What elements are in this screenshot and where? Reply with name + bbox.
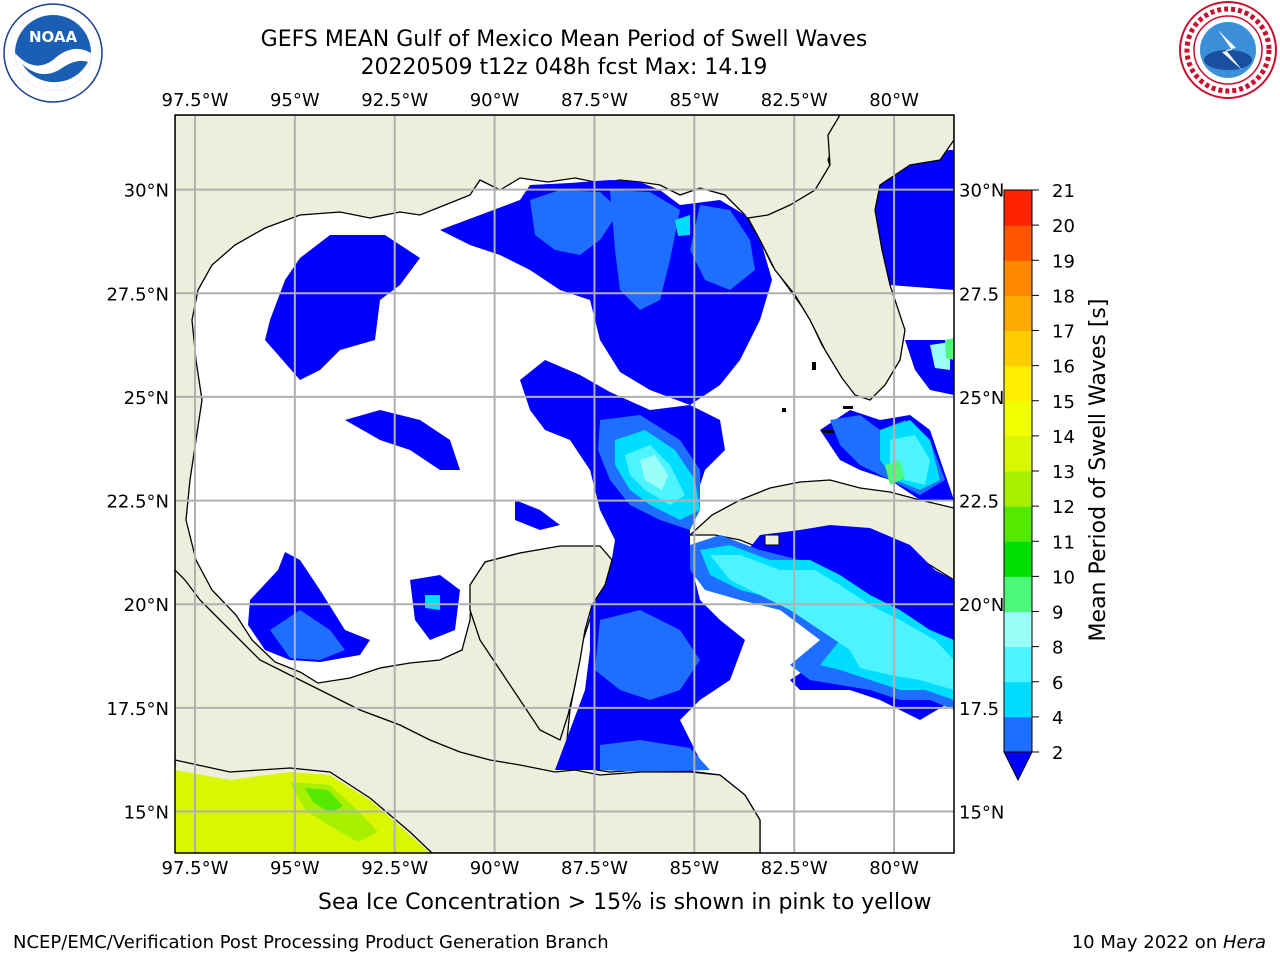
coordinate-label: 80°W (869, 90, 919, 111)
colorbar-tick-label: 14 (1052, 427, 1075, 448)
map-gridlines (175, 115, 954, 853)
coordinate-label: 25°N (124, 388, 169, 409)
coordinate-label: 95°W (270, 858, 320, 879)
coordinate-label: 87.5°W (561, 90, 628, 111)
map-frame (174, 114, 955, 854)
colorbar-bin (1004, 576, 1032, 612)
coordinate-label: 25°N (959, 388, 1004, 409)
colorbar-bin (1004, 365, 1032, 402)
coordinate-label: 17.5°N (106, 699, 169, 720)
colorbar-tick-label: 21 (1052, 181, 1075, 202)
credit-machine: Hera (1222, 932, 1266, 953)
coordinate-label: 97.5°W (162, 858, 229, 879)
colorbar-tick-label: 19 (1052, 251, 1075, 272)
colorbar-bin (1004, 646, 1032, 683)
colorbar-tick-label: 12 (1052, 497, 1075, 518)
colorbar-bin (1004, 435, 1032, 472)
coordinate-label: 95°W (270, 90, 320, 111)
noaa-logo-text: NOAA (29, 28, 78, 46)
coordinate-label: 22.5°N (106, 492, 169, 513)
coordinate-label: 85°W (669, 858, 719, 879)
colorbar-tick-label: 17 (1052, 322, 1075, 343)
colorbar-bin (1004, 190, 1032, 226)
coordinate-label: 82.5°W (761, 90, 828, 111)
coordinate-label: 20°N (959, 595, 1004, 616)
credit-date-text: 10 May 2022 on (1071, 932, 1223, 953)
coordinate-label: 20°N (124, 595, 169, 616)
colorbar-bin (1004, 295, 1032, 331)
coordinate-label: 30°N (124, 181, 169, 202)
credit-branch: NCEP/EMC/Verification Post Processing Pr… (13, 932, 609, 953)
colorbar-tick-label: 18 (1052, 286, 1075, 307)
colorbar-tick-label: 8 (1052, 638, 1063, 659)
longitude-labels-bottom: 97.5°W 95°W 92.5°W 90°W 87.5°W 85°W 82.5°W 80°W (162, 858, 920, 879)
coordinate-label: 92.5°W (361, 90, 428, 111)
noaa-logo: NOAA (3, 3, 103, 103)
coordinate-label: 27.5 (959, 284, 999, 305)
colorbar-bin (1004, 225, 1032, 261)
coordinate-label: 30°N (959, 181, 1004, 202)
colorbar-bin (1004, 400, 1032, 437)
colorbar-label: Mean Period of Swell Waves [s] (1086, 299, 1111, 642)
bahamas-islands (764, 362, 853, 546)
coordinate-label: 87.5°W (561, 858, 628, 879)
coordinate-label: 17.5 (959, 699, 999, 720)
colorbar-bin (1004, 471, 1032, 507)
colorbar-bin (1004, 611, 1032, 648)
colorbar-tick-label: 13 (1052, 462, 1075, 483)
coordinate-label: 15°N (124, 803, 169, 824)
coordinate-label: 82.5°W (761, 858, 828, 879)
colorbar-bin (1004, 506, 1032, 542)
map-title: GEFS MEAN Gulf of Mexico Mean Period of … (260, 27, 868, 52)
sea-ice-note: Sea Ice Concentration > 15% is shown in … (318, 890, 932, 915)
coordinate-label: 22.5 (959, 492, 999, 513)
coordinate-label: 85°W (669, 90, 719, 111)
swell-8-9s-areas (640, 342, 950, 490)
colorbar-bin (1004, 330, 1032, 367)
colorbar-tick-label: 10 (1052, 567, 1075, 588)
colorbar-tick-label: 15 (1052, 392, 1075, 413)
pacific-sea-ice-overlay-core (305, 788, 343, 813)
colorbar-bin (1004, 716, 1032, 753)
longitude-labels-top: 97.5°W 95°W 92.5°W 90°W 87.5°W 85°W 82.5°W 80°W (162, 90, 920, 111)
coordinate-label: 90°W (470, 90, 520, 111)
latitude-labels-left: 30°N 27.5°N 25°N 22.5°N 20°N 17.5°N 15°N (106, 181, 169, 824)
colorbar-tick-label: 4 (1052, 708, 1063, 729)
colorbar-tick-label: 2 (1052, 743, 1063, 764)
land-florida (746, 115, 954, 401)
colorbar-tick-label: 11 (1052, 532, 1075, 553)
national-weather-service-logo (1179, 1, 1277, 99)
colorbar: 2 4 6 8 9 10 11 12 13 14 15 16 17 18 19 20 21 (1003, 181, 1075, 782)
coordinate-label: 80°W (869, 858, 919, 879)
credit-date: 10 May 2022 on Hera (1072, 932, 1266, 953)
coordinate-label: 15°N (959, 803, 1004, 824)
colorbar-bin (1004, 260, 1032, 296)
colorbar-bin (1004, 541, 1032, 577)
colorbar-under-arrow (1003, 751, 1033, 782)
land-central-america (175, 569, 761, 853)
colorbar-tick-label: 6 (1052, 673, 1063, 694)
land-yucatan (469, 545, 613, 741)
coordinate-label: 97.5°W (162, 90, 229, 111)
coordinate-label: 90°W (470, 858, 520, 879)
colorbar-tick-label: 9 (1052, 603, 1063, 624)
colorbar-tick-label: 16 (1052, 357, 1075, 378)
map-subtitle: 20220509 t12z 048h fcst Max: 14.19 (360, 55, 768, 80)
coordinate-label: 92.5°W (361, 858, 428, 879)
colorbar-bin (1004, 681, 1032, 718)
latitude-labels-right: 30°N 27.5 25°N 22.5 20°N 17.5 15°N (959, 181, 1004, 824)
colorbar-tick-label: 20 (1052, 216, 1075, 237)
coordinate-label: 27.5°N (106, 284, 169, 305)
